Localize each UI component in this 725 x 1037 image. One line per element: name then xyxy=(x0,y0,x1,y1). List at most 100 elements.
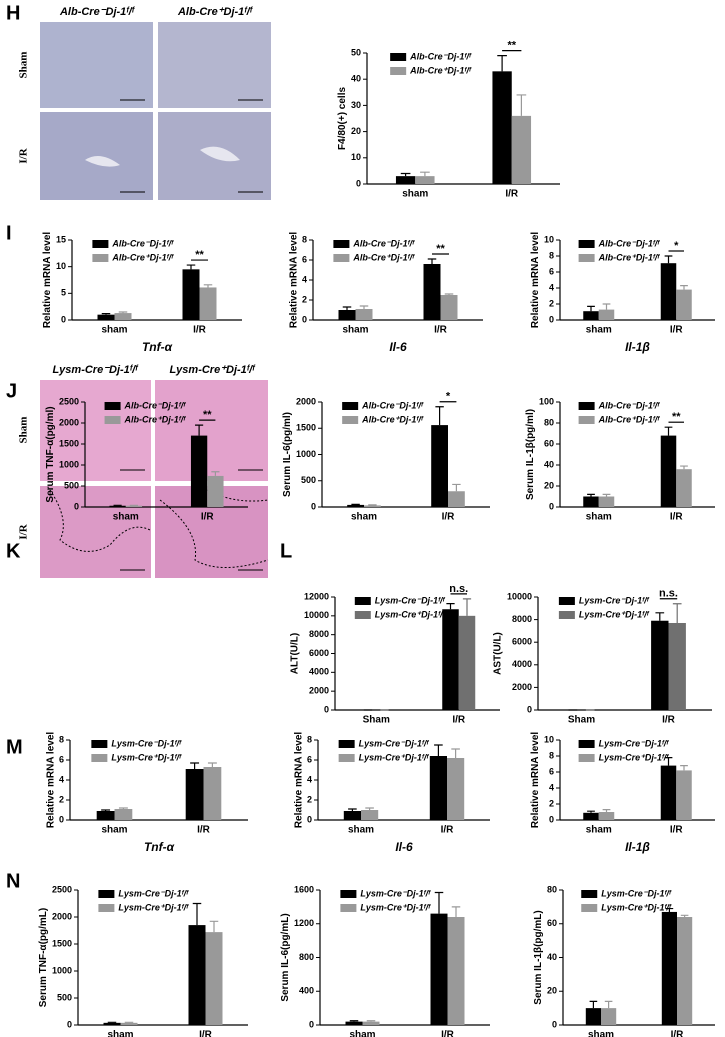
significance-label: ** xyxy=(203,409,212,421)
legend-swatch xyxy=(333,240,350,248)
error-bar xyxy=(348,808,357,811)
x-axis-label: Il-6 xyxy=(389,340,407,354)
x-tick-label: sham xyxy=(586,825,612,836)
bar xyxy=(677,917,693,1025)
y-tick-label: 4 xyxy=(59,774,64,784)
legend-swatch xyxy=(92,254,109,262)
legend-label: Lysm-Cre⁻Dj-1ᶠ/ᶠ xyxy=(359,738,430,748)
error-bar xyxy=(664,757,673,766)
y-tick-label: 1000 xyxy=(59,459,79,469)
error-bar xyxy=(664,426,673,436)
y-tick-label: 2 xyxy=(307,794,312,804)
legend-label: Lysm-Cre⁻Dj-1ᶠ/ᶠ xyxy=(360,888,431,898)
y-tick-label: 2000 xyxy=(52,911,72,921)
x-tick-label: I/R xyxy=(434,325,448,336)
legend-label: Lysm-Cre⁺Dj-1ᶠ/ᶠ xyxy=(359,752,430,762)
error-bar xyxy=(602,493,611,497)
bar xyxy=(430,913,448,1025)
bar xyxy=(364,505,381,507)
bar xyxy=(205,932,223,1025)
bar xyxy=(347,504,364,507)
scale-bar xyxy=(120,99,263,193)
y-tick-label: 8 xyxy=(549,750,554,760)
error-bar xyxy=(118,311,128,314)
x-tick-label: I/R xyxy=(441,825,455,836)
y-tick-label: 0 xyxy=(307,814,312,824)
panel-letter: M xyxy=(6,736,23,758)
error-bar xyxy=(604,1000,613,1009)
y-tick-label: 60 xyxy=(547,918,557,928)
error-bar xyxy=(101,809,111,811)
bar xyxy=(598,496,615,507)
legend-label: Alb-Cre⁻Dj-1ᶠ/ᶠ xyxy=(124,400,187,410)
y-tick-label: 2 xyxy=(549,798,554,808)
x-tick-label: Sham xyxy=(568,715,595,726)
error-bar xyxy=(195,424,204,436)
legend-label: Alb-Cre⁺Dj-1ᶠ/ᶠ xyxy=(598,252,661,262)
error-bar xyxy=(434,891,444,914)
x-tick-label: I/R xyxy=(442,512,456,523)
x-tick-label: sham xyxy=(107,1030,133,1037)
y-axis-label: Serum IL-1β(pg/mL) xyxy=(533,910,544,1004)
error-bar xyxy=(672,603,682,623)
row-label: Sham xyxy=(18,417,30,444)
legend-swatch xyxy=(354,611,371,619)
bar xyxy=(583,496,599,507)
y-tick-label: 2000 xyxy=(296,396,316,406)
y-tick-label: 4000 xyxy=(309,667,329,677)
micrograph xyxy=(158,22,271,108)
x-tick-label: sham xyxy=(342,325,368,336)
y-tick-label: 400 xyxy=(299,986,314,996)
bar xyxy=(199,287,217,320)
bar xyxy=(458,615,476,710)
bar xyxy=(97,314,115,320)
bar xyxy=(114,313,132,320)
bar xyxy=(660,435,677,507)
error-bar xyxy=(101,313,111,315)
error-bar xyxy=(435,406,444,426)
scale-bar xyxy=(120,469,263,571)
legend-swatch xyxy=(581,890,598,898)
legend-label: Alb-Cre⁺Dj-1ᶠ/ᶠ xyxy=(124,414,187,424)
bar xyxy=(601,1008,617,1025)
y-tick-label: 8 xyxy=(549,250,554,260)
y-tick-label: 0 xyxy=(324,704,329,714)
x-tick-label: I/R xyxy=(452,715,466,726)
vessel xyxy=(85,146,240,167)
necrosis-outline xyxy=(159,485,269,568)
y-tick-label: 2000 xyxy=(512,682,532,692)
panel-letter: N xyxy=(6,870,20,892)
error-bar xyxy=(434,744,443,756)
error-bar xyxy=(118,807,128,809)
y-tick-label: 4 xyxy=(549,782,554,792)
error-bar xyxy=(190,762,200,769)
error-bar xyxy=(427,258,437,264)
y-tick-label: 20 xyxy=(544,480,554,490)
y-tick-label: 10 xyxy=(544,734,554,744)
legend-swatch xyxy=(558,611,575,619)
panel-letter: H xyxy=(6,2,20,24)
bar xyxy=(660,765,677,820)
y-tick-label: 6 xyxy=(549,266,554,276)
x-tick-label: I/R xyxy=(670,325,684,336)
y-tick-label: 8000 xyxy=(309,629,329,639)
legend-swatch xyxy=(91,754,108,762)
error-bar xyxy=(209,920,219,933)
bar xyxy=(583,812,599,820)
error-bar xyxy=(497,55,507,72)
error-bar xyxy=(446,602,455,610)
y-tick-label: 1000 xyxy=(52,965,72,975)
y-tick-label: 6000 xyxy=(309,648,329,658)
significance-label: ** xyxy=(507,40,516,52)
x-tick-label: I/R xyxy=(662,715,676,726)
panel-letter: K xyxy=(6,540,21,562)
y-axis-label: Serum TNF-α(pg/mL) xyxy=(38,908,49,1007)
x-axis-label: Il-1β xyxy=(625,340,650,354)
error-bar xyxy=(452,483,461,492)
significance-label: * xyxy=(446,391,451,403)
column-header: Lysm-Cre⁺Dj-1ᶠ/ᶠ xyxy=(169,364,256,376)
legend-swatch xyxy=(578,416,595,424)
y-axis-label: ALT(U/L) xyxy=(290,633,301,674)
